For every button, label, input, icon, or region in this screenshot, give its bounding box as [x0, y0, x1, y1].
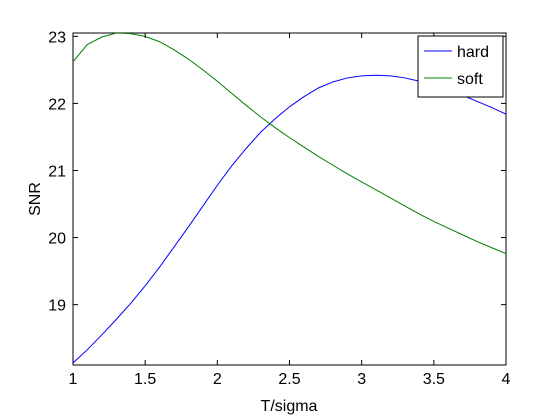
x-tick-label: 3.5 — [423, 371, 445, 388]
legend-label-soft: soft — [457, 71, 483, 88]
y-axis-label: SNR — [27, 182, 44, 216]
y-tick-label: 23 — [48, 29, 66, 46]
y-tick-label: 22 — [48, 96, 66, 113]
legend: hard soft — [417, 35, 504, 98]
x-tick-label: 2.5 — [278, 371, 300, 388]
x-tick-label: 2 — [213, 371, 222, 388]
x-tick-label: 3 — [357, 371, 366, 388]
tick-layer: 1 1.5 2 2.5 3 3.5 4 19 20 21 22 23 — [48, 29, 510, 388]
y-tick-label: 20 — [48, 231, 66, 248]
x-axis-label: T/sigma — [261, 398, 318, 415]
x-tick-label: 1.5 — [134, 371, 156, 388]
y-tick-label: 21 — [48, 163, 66, 180]
legend-box — [417, 35, 504, 98]
x-tick-label: 1 — [69, 371, 78, 388]
legend-label-hard: hard — [457, 44, 489, 61]
x-tick-label: 4 — [502, 371, 511, 388]
y-tick-label: 19 — [48, 298, 66, 315]
